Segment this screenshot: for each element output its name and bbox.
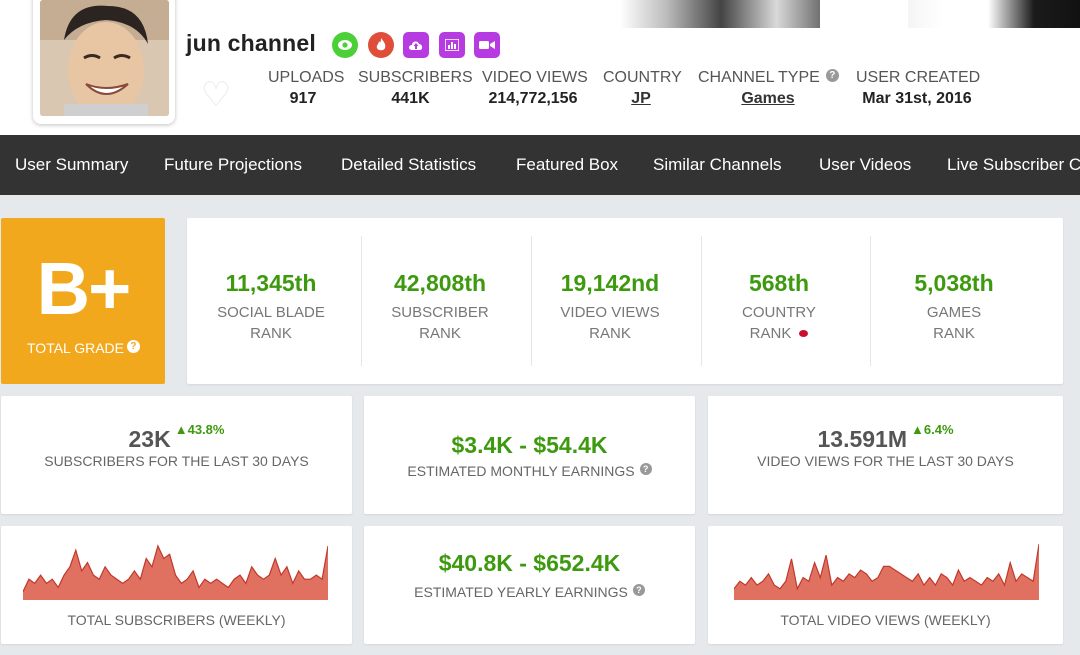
user-created-stat: USER CREATED Mar 31st, 2016 (856, 69, 981, 108)
chart-series-line (23, 544, 328, 592)
views-30-days-change: 6.4% (923, 422, 954, 437)
favorite-heart-icon[interactable]: ♡ (200, 76, 232, 114)
uploads-value: 917 (289, 90, 317, 107)
subscriber-rank: 42,808th SUBSCRIBER RANK (356, 218, 524, 384)
views-30-days-value: 13.591M (817, 426, 907, 452)
subscribers-30-days-change: 43.8% (187, 422, 225, 437)
chart-area (23, 546, 328, 600)
rank-label-line1: SUBSCRIBER (391, 304, 489, 321)
chart-series-line (734, 543, 1039, 591)
subscribers-value: 441K (391, 90, 430, 107)
divider (870, 236, 871, 366)
monthly-earnings-value: $3.4K - $54.4K (451, 432, 608, 458)
views-30-days-card: 13.591M ▲6.4% VIDEO VIEWS FOR THE LAST 30… (708, 396, 1063, 514)
eye-icon[interactable] (332, 32, 358, 58)
nav-similar-channels[interactable]: Similar Channels (653, 155, 782, 174)
rank-label-line1: GAMES (926, 304, 982, 321)
divider (701, 236, 702, 366)
games-rank: 5,038th GAMES RANK (870, 218, 1038, 384)
monthly-earnings-label: ESTIMATED MONTHLY EARNINGS (407, 463, 635, 479)
subscribers-weekly-chart (23, 544, 328, 600)
user-created-label: USER CREATED (856, 69, 981, 86)
chart-area (734, 544, 1039, 600)
rank-label-line2: RANK (933, 325, 975, 342)
subscribers-30-days-card: 23K ▲43.8% SUBSCRIBERS FOR THE LAST 30 DA… (1, 396, 352, 514)
nav-live-subscriber-count[interactable]: Live Subscriber C (947, 155, 1080, 174)
subscribers-weekly-card: TOTAL SUBSCRIBERS (WEEKLY) (1, 526, 352, 644)
channel-name: jun channel (186, 30, 316, 56)
total-grade-value: B+ (36, 247, 132, 330)
help-icon[interactable]: ? (632, 584, 645, 596)
rank-label-line1: VIDEO VIEWS (560, 304, 660, 321)
subscribers-30-days-value: 23K (128, 426, 171, 452)
views-weekly-card: TOTAL VIDEO VIEWS (WEEKLY) (708, 526, 1063, 644)
country-link[interactable]: JP (631, 90, 651, 107)
avatar-card (33, 0, 175, 124)
avatar[interactable] (40, 0, 169, 116)
nav-detailed-statistics[interactable]: Detailed Statistics (341, 155, 477, 174)
rank-value: 11,345th (225, 270, 317, 296)
subscribers-stat: SUBSCRIBERS 441K (358, 69, 473, 108)
nav-future-projections[interactable]: Future Projections (164, 155, 302, 174)
monthly-earnings-card: $3.4K - $54.4K ESTIMATED MONTHLY EARNING… (364, 396, 695, 514)
total-grade-label: TOTAL GRADE (27, 340, 124, 356)
total-grade-box: B+ TOTAL GRADE? (1, 218, 165, 384)
section-nav: User Summary Future Projections Detailed… (0, 135, 1080, 195)
uploads-stat: UPLOADS 917 (268, 69, 345, 108)
yearly-earnings-card: $40.8K - $652.4K ESTIMATED YEARLY EARNIN… (364, 526, 695, 644)
country-label: COUNTRY (603, 69, 682, 86)
video-views-rank: 19,142nd VIDEO VIEWS RANK (526, 218, 694, 384)
subscribers-weekly-label: TOTAL SUBSCRIBERS (WEEKLY) (67, 612, 286, 628)
rank-label-line1: COUNTRY (742, 304, 816, 321)
channel-type-stat: CHANNEL TYPE? Games (698, 69, 839, 108)
subscribers-30-days-label: SUBSCRIBERS FOR THE LAST 30 DAYS (44, 453, 309, 469)
yearly-earnings-value: $40.8K - $652.4K (438, 550, 621, 576)
channel-type-link[interactable]: Games (741, 90, 795, 107)
yearly-earnings-label: ESTIMATED YEARLY EARNINGS (414, 584, 628, 600)
rank-label-line2: RANK (749, 325, 792, 342)
video-views-value: 214,772,156 (488, 90, 578, 107)
country-stat: COUNTRY JP (603, 69, 682, 108)
rank-value: 568th (748, 270, 810, 296)
fire-icon[interactable] (368, 32, 394, 58)
nav-user-summary[interactable]: User Summary (15, 155, 129, 174)
video-views-label: VIDEO VIEWS (482, 69, 588, 86)
help-icon[interactable]: ? (639, 463, 652, 475)
rank-value: 42,808th (393, 270, 487, 296)
user-created-value: Mar 31st, 2016 (862, 90, 972, 107)
video-views-stat: VIDEO VIEWS 214,772,156 (482, 69, 588, 108)
rank-value: 5,038th (914, 270, 994, 296)
cloud-upload-icon[interactable] (403, 32, 429, 58)
nav-user-videos[interactable]: User Videos (819, 155, 912, 174)
views-weekly-label: TOTAL VIDEO VIEWS (WEEKLY) (780, 612, 991, 628)
divider (361, 236, 362, 366)
bar-chart-icon[interactable] (439, 32, 465, 58)
subscribers-label: SUBSCRIBERS (358, 69, 473, 86)
help-icon[interactable]: ? (825, 69, 839, 82)
social-blade-rank: 11,345th SOCIAL BLADE RANK (187, 218, 355, 384)
uploads-label: UPLOADS (268, 69, 345, 86)
rank-label-line2: RANK (419, 325, 461, 342)
views-30-days-label: VIDEO VIEWS FOR THE LAST 30 DAYS (757, 453, 1014, 469)
rank-label-line2: RANK (589, 325, 631, 342)
ranks-card: 11,345th SOCIAL BLADE RANK 42,808th SUBSC… (187, 218, 1063, 384)
help-icon[interactable]: ? (126, 340, 140, 353)
country-rank: 568th COUNTRY RANK (695, 218, 863, 384)
divider (531, 236, 532, 366)
video-camera-icon[interactable] (474, 32, 500, 58)
japan-flag-icon (799, 329, 809, 337)
channel-header: ♡ jun channel UPLOADS 917 SUBSCRIBERS 44… (0, 0, 1080, 135)
rank-label-line1: SOCIAL BLADE (217, 304, 325, 321)
nav-featured-box[interactable]: Featured Box (516, 155, 619, 174)
rank-label-line2: RANK (250, 325, 292, 342)
views-weekly-chart (734, 543, 1039, 600)
rank-value: 19,142nd (560, 270, 660, 296)
channel-type-label: CHANNEL TYPE (698, 69, 820, 86)
